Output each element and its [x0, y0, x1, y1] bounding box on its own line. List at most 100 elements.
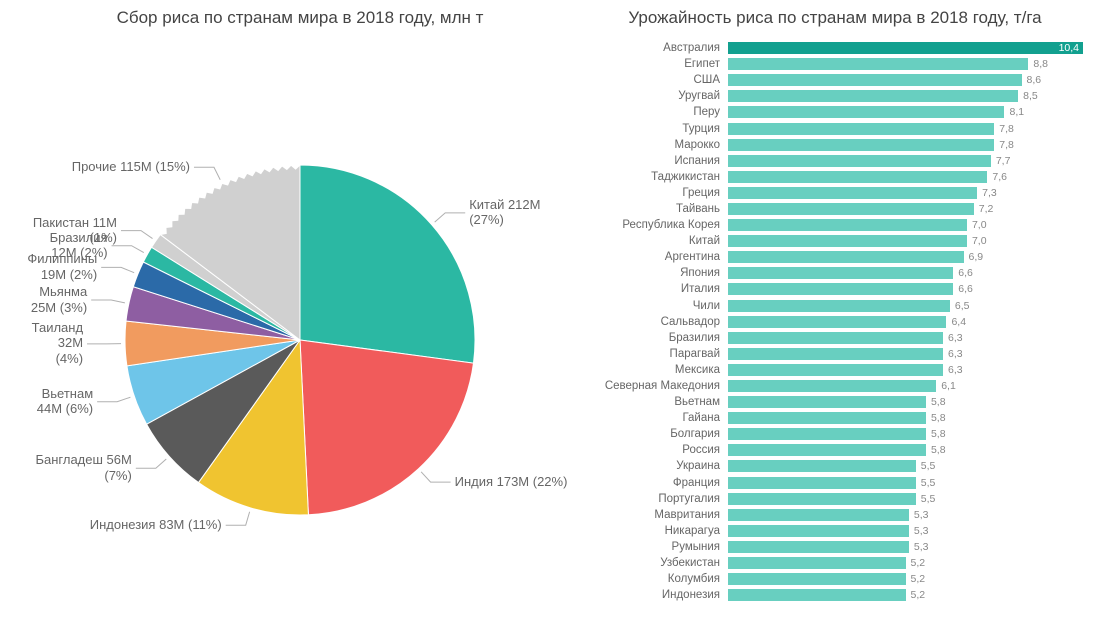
bar-label: Португалия [575, 493, 728, 505]
bar-row: Таджикистан7,6 [575, 169, 1095, 185]
bar-track: 10,4 [728, 42, 1095, 54]
bar-row: Перу8,1 [575, 104, 1095, 120]
bar-track: 7,2 [728, 203, 1095, 215]
pie-leader-line [136, 459, 166, 468]
bar-row: Италия6,6 [575, 281, 1095, 297]
bar-label: Мавритания [575, 509, 728, 521]
bar-track: 6,3 [728, 332, 1095, 344]
pie-slice-label: Пакистан 11M(1%) [33, 215, 117, 246]
bar-value: 5,2 [906, 573, 926, 585]
bar-label: Узбекистан [575, 557, 728, 569]
bar-value: 6,3 [943, 332, 963, 344]
bar-row: Марокко 7,8 [575, 137, 1095, 153]
bar-fill: 5,3 [728, 509, 909, 521]
bar-row: США8,6 [575, 72, 1095, 88]
bar-value: 7,7 [991, 155, 1011, 167]
bar-row: Болгария5,8 [575, 426, 1095, 442]
bar-label: Колумбия [575, 573, 728, 585]
bar-value: 6,6 [953, 283, 973, 295]
bar-row: Северная Македония6,1 [575, 378, 1095, 394]
bar-value: 7,0 [967, 219, 987, 231]
bar-track: 8,8 [728, 58, 1095, 70]
bar-row: Никарагуа5,3 [575, 523, 1095, 539]
bar-value: 7,8 [994, 139, 1014, 151]
bar-value: 5,8 [926, 444, 946, 456]
page: Сбор риса по странам мира в 2018 году, м… [0, 0, 1107, 622]
bar-row: Япония6,6 [575, 265, 1095, 281]
bar-row: Португалия5,5 [575, 491, 1095, 507]
bar-fill: 5,2 [728, 589, 906, 601]
bar-row: Парагвай6,3 [575, 346, 1095, 362]
bar-row: Испания7,7 [575, 153, 1095, 169]
pie-slice-label: Вьетнам44M (6%) [37, 386, 93, 417]
bar-row: Колумбия5,2 [575, 571, 1095, 587]
bar-value: 10,4 [1059, 42, 1079, 54]
bar-track: 5,2 [728, 557, 1095, 569]
bar-value: 6,4 [946, 316, 966, 328]
bar-track: 5,5 [728, 477, 1095, 489]
bar-label: Тайвань [575, 203, 728, 215]
bar-fill: 8,1 [728, 106, 1004, 118]
bar-fill: 6,3 [728, 364, 943, 376]
bar-row: Китай7,0 [575, 233, 1095, 249]
bar-row: Мексика6,3 [575, 362, 1095, 378]
pie-slice [300, 165, 475, 363]
bar-fill: 5,5 [728, 493, 916, 505]
bar-label: Чили [575, 300, 728, 312]
bar-row: Румыния5,3 [575, 539, 1095, 555]
bar-fill: 7,3 [728, 187, 977, 199]
bar-fill: 10,4 [728, 42, 1083, 54]
bar-fill: 7,6 [728, 171, 987, 183]
pie-chart: Китай 212M(27%)Индия 173M (22%)Индонезия… [0, 40, 560, 600]
bar-row: Аргентина6,9 [575, 249, 1095, 265]
pie-leader-line [91, 300, 125, 303]
pie-slice-label: Таиланд32M(4%) [32, 320, 83, 367]
bar-track: 6,5 [728, 300, 1095, 312]
bar-value: 7,3 [977, 187, 997, 199]
bar-track: 5,2 [728, 573, 1095, 585]
bar-fill: 6,9 [728, 251, 964, 263]
bar-value: 5,3 [909, 525, 929, 537]
bar-fill: 5,3 [728, 541, 909, 553]
bar-label: Марокко [575, 139, 728, 151]
bar-track: 8,1 [728, 106, 1095, 118]
bar-track: 5,8 [728, 444, 1095, 456]
bar-track: 8,5 [728, 90, 1095, 102]
bar-value: 6,5 [950, 300, 970, 312]
bar-row: Мавритания5,3 [575, 507, 1095, 523]
bar-fill: 5,2 [728, 573, 906, 585]
bar-fill: 6,4 [728, 316, 946, 328]
bar-track: 5,2 [728, 589, 1095, 601]
bar-fill: 5,5 [728, 460, 916, 472]
bar-row: Россия5,8 [575, 442, 1095, 458]
bar-label: Египет [575, 58, 728, 70]
bar-label: Индонезия [575, 589, 728, 601]
bar-track: 7,3 [728, 187, 1095, 199]
bar-track: 7,6 [728, 171, 1095, 183]
bar-row: Турция7,8 [575, 120, 1095, 136]
bar-value: 5,8 [926, 396, 946, 408]
bar-row: Республика Корея7,0 [575, 217, 1095, 233]
bar-value: 5,3 [909, 509, 929, 521]
bar-row: Египет8,8 [575, 56, 1095, 72]
bar-fill: 6,5 [728, 300, 950, 312]
bar-label: Таджикистан [575, 171, 728, 183]
pie-leader-line [421, 472, 450, 482]
bar-row: Уругвай8,5 [575, 88, 1095, 104]
bar-fill: 8,5 [728, 90, 1018, 102]
pie-leader-line [121, 231, 153, 239]
bar-value: 6,3 [943, 364, 963, 376]
bar-row: Узбекистан 5,2 [575, 555, 1095, 571]
bar-fill: 6,3 [728, 332, 943, 344]
bar-track: 7,0 [728, 235, 1095, 247]
bar-track: 5,3 [728, 525, 1095, 537]
bar-label: Китай [575, 235, 728, 247]
bar-value: 5,2 [906, 557, 926, 569]
pie-slice-label: Мьянма25M (3%) [31, 284, 87, 315]
bar-fill: 5,8 [728, 444, 926, 456]
bar-track: 7,7 [728, 155, 1095, 167]
bar-value: 7,8 [994, 123, 1014, 135]
bar-fill: 6,3 [728, 348, 943, 360]
pie-slice-label: Индия 173M (22%) [455, 474, 568, 490]
bar-fill: 6,6 [728, 283, 953, 295]
